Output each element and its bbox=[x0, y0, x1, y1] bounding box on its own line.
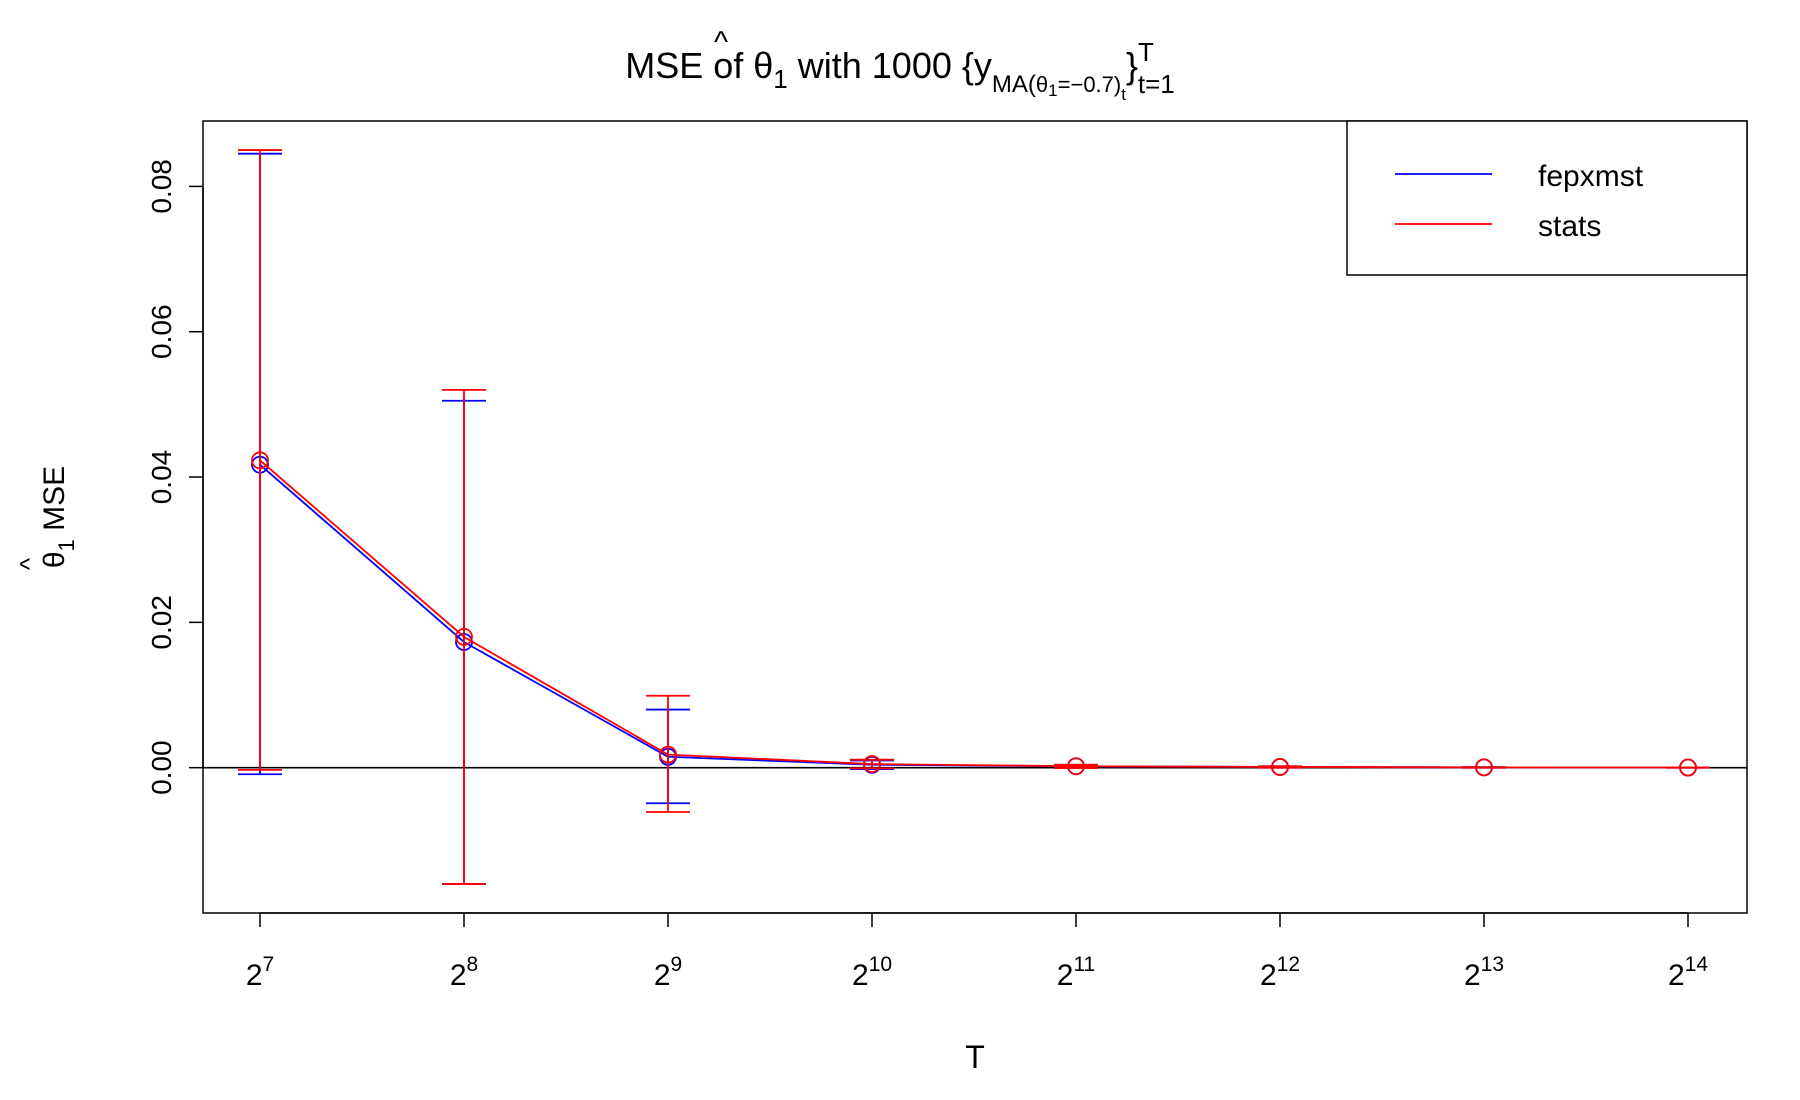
y-tick-label: 0.02 bbox=[146, 595, 177, 650]
data-point bbox=[251, 451, 269, 470]
y-axis-label: θ1 MSE bbox=[38, 466, 79, 568]
series-line bbox=[259, 464, 1689, 769]
data-point bbox=[1271, 758, 1289, 776]
y-tick-label: 0.04 bbox=[146, 450, 177, 505]
legend-label-stats: stats bbox=[1538, 210, 1601, 243]
x-tick-label: 29 bbox=[654, 953, 682, 992]
data-point bbox=[659, 745, 677, 764]
legend: fepxmst stats bbox=[1346, 120, 1748, 276]
data-point bbox=[1067, 757, 1085, 776]
x-tick-label: 210 bbox=[852, 953, 892, 992]
title-theta-hat: ^ bbox=[714, 26, 728, 59]
x-tick-label: 214 bbox=[1668, 953, 1708, 992]
x-tick-label: 27 bbox=[246, 953, 274, 992]
legend-box bbox=[1346, 120, 1748, 276]
series-line bbox=[259, 459, 1689, 769]
y-tick-label: 0.00 bbox=[146, 740, 177, 795]
chart-title: MSE of θ1 with 1000 {yMA(θ1=−0.7)t}T t=1 bbox=[625, 37, 1175, 104]
data-point bbox=[863, 755, 881, 773]
series-layer bbox=[238, 149, 1710, 885]
data-point bbox=[1475, 758, 1493, 777]
data-point bbox=[1679, 758, 1697, 777]
x-tick-label: 211 bbox=[1057, 953, 1096, 992]
y-label-theta: θ bbox=[38, 551, 71, 568]
y-tick-label: 0.06 bbox=[146, 304, 177, 359]
y-tick-label: 0.08 bbox=[146, 159, 177, 214]
series-stats bbox=[238, 149, 1710, 885]
legend-label-fepxmst: fepxmst bbox=[1538, 160, 1644, 193]
x-tick-label: 213 bbox=[1464, 953, 1504, 992]
x-tick-label: 212 bbox=[1260, 953, 1300, 992]
y-axis: 0.00 0.02 0.04 0.06 0.08 bbox=[146, 159, 204, 795]
y-label-theta-hat: ^ bbox=[14, 557, 44, 570]
title-theta: θ bbox=[753, 45, 773, 86]
data-point bbox=[455, 627, 473, 646]
x-axis: 27 28 29 210 211 212 213 214 bbox=[246, 912, 1708, 992]
x-tick-label: 28 bbox=[450, 953, 478, 992]
x-axis-label: T bbox=[965, 1039, 985, 1075]
